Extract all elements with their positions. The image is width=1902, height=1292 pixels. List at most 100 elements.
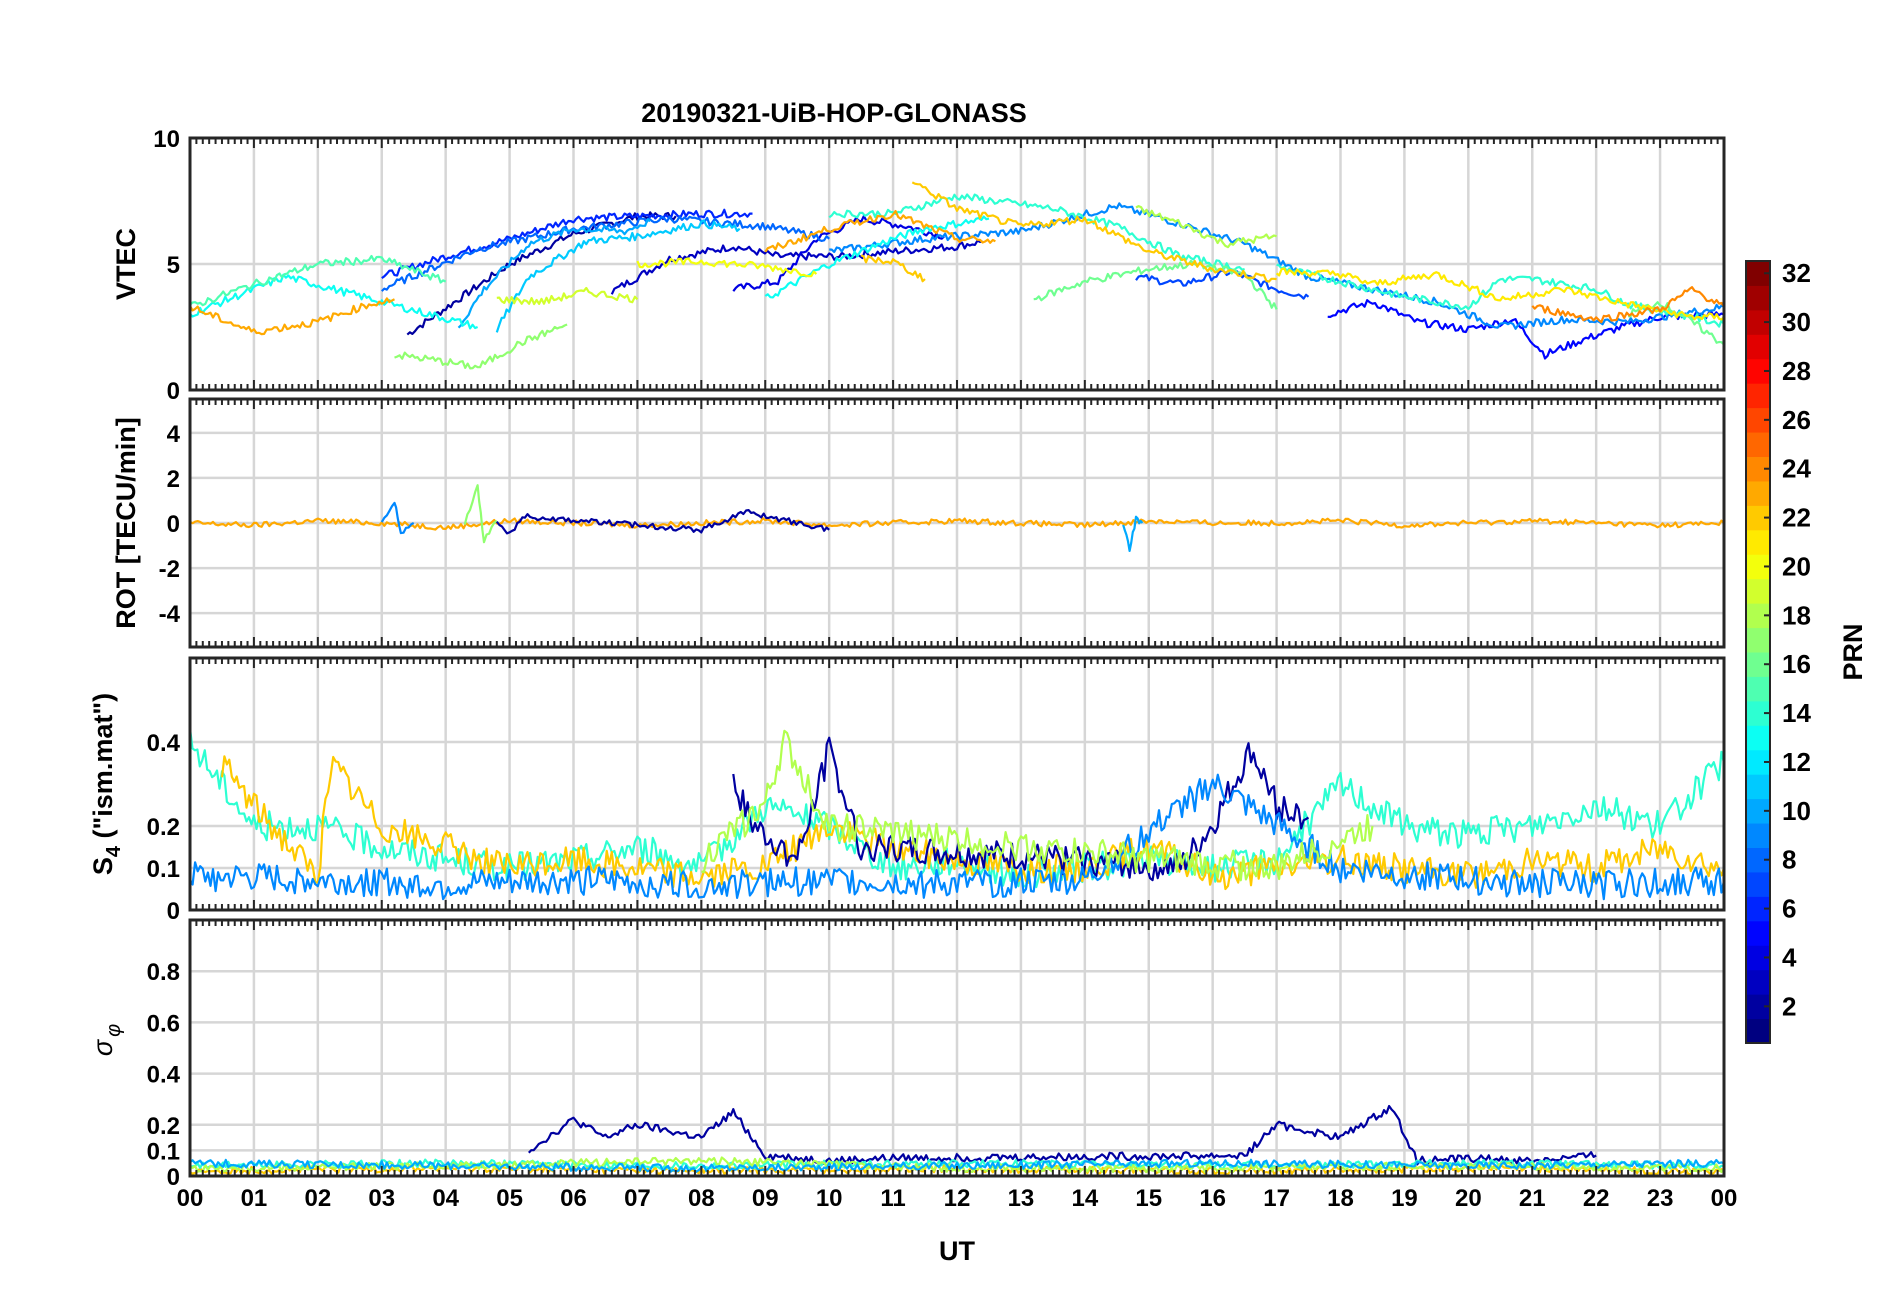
rot-ytick-label: -2 (159, 556, 180, 583)
x-tick-label: 03 (368, 1185, 395, 1212)
x-tick-label: 14 (1071, 1185, 1098, 1212)
s4-series-prn-9 (190, 773, 1724, 901)
colorbar-tick-label: 6 (1782, 894, 1796, 924)
sigma-ytick-label: 0.1 (147, 1138, 180, 1165)
colorbar-band (1746, 285, 1770, 311)
colorbar-band (1746, 676, 1770, 702)
colorbar-tick-label: 32 (1782, 258, 1811, 288)
colorbar-tick-label: 12 (1782, 747, 1811, 777)
sigma-ylabel-sub: φ (103, 1024, 125, 1037)
x-tick-label: 02 (304, 1185, 331, 1212)
colorbar-band (1746, 969, 1770, 995)
colorbar-tick-label: 2 (1782, 991, 1796, 1021)
rot-series-prn-17 (463, 484, 498, 544)
x-axis-ticks: 00 01 02 03 04 05 06 07 08 09 10 11 12 13 14 15 16 17 18 19… (177, 1185, 1738, 1212)
s4-axes-box (188, 656, 1726, 912)
colorbar-band (1746, 627, 1770, 653)
vtec-series-prn-15 (190, 254, 447, 307)
x-tick-label: 06 (560, 1185, 587, 1212)
panel-rot: -4 -2 0 2 4 ROT [TECU/min] (111, 397, 1726, 649)
colorbar-band (1746, 383, 1770, 409)
s4-ylabel-rest: ("ism.mat") (88, 693, 118, 846)
s4-series-prn-18 (701, 729, 1374, 882)
x-tick-label: 15 (1135, 1185, 1162, 1212)
figure-title: 20190321-UiB-HOP-GLONASS (641, 98, 1027, 128)
colorbar-band (1746, 725, 1770, 751)
colorbar-tick-label: 16 (1782, 649, 1811, 679)
colorbar-band (1746, 871, 1770, 897)
x-tick-label: 22 (1583, 1185, 1610, 1212)
s4-grid (190, 658, 1724, 910)
x-tick-label: 16 (1199, 1185, 1226, 1212)
x-tick-label: 08 (688, 1185, 715, 1212)
vtec-series-prn-21 (1275, 267, 1724, 321)
vtec-series-prn-14 (828, 193, 1245, 271)
vtec-series (190, 181, 1724, 370)
colorbar-band (1746, 432, 1770, 457)
sigma-ytick-label: 0 (167, 1164, 180, 1191)
colorbar-band (1746, 529, 1770, 555)
x-tick-label: 04 (432, 1185, 459, 1212)
colorbar-tick-label: 10 (1782, 796, 1811, 826)
vtec-series-prn-4 (732, 215, 945, 292)
colorbar-band (1746, 334, 1770, 360)
vtec-series-prn-2 (406, 211, 677, 336)
colorbar-tick-label: 14 (1782, 698, 1811, 728)
s4-ytick-label: 0.2 (147, 814, 180, 841)
vtec-series-prn-13 (190, 273, 479, 330)
rot-axes-box (188, 397, 1726, 649)
vtec-series-prn-16 (1033, 259, 1278, 310)
rot-ytick-label: 0 (167, 511, 180, 538)
vtec-series-prn-17 (394, 323, 568, 370)
vtec-series-prn-6 (381, 208, 753, 279)
vtec-series-prn-5 (1327, 299, 1724, 360)
vtec-grid (190, 138, 1724, 390)
colorbar-tick-label: 22 (1782, 503, 1811, 533)
x-tick-label: 00 (1711, 1185, 1738, 1212)
vtec-series-prn-23 (764, 210, 996, 253)
sigma-ytick-label: 0.2 (147, 1113, 180, 1140)
x-tick-label: 12 (944, 1185, 971, 1212)
x-tick-label: 18 (1327, 1185, 1354, 1212)
s4-ytick-label: 0.4 (147, 730, 181, 757)
colorbar-tick-label: 4 (1782, 942, 1797, 972)
x-tick-label: 11 (880, 1185, 905, 1212)
sigma-ylabel: σφ (88, 1024, 125, 1056)
s4-ytick-label: 0 (167, 898, 180, 925)
colorbar-band (1746, 578, 1770, 604)
colorbar-band (1746, 920, 1770, 946)
x-axis-label: UT (939, 1236, 975, 1266)
colorbar-tick-label: 30 (1782, 307, 1811, 337)
vtec-series-prn-22 (860, 254, 926, 283)
rot-series-prn-9 (380, 501, 415, 535)
rot-series-prn-2 (495, 509, 830, 535)
vtec-series-prn-20 (636, 257, 818, 278)
vtec-ytick-label: 5 (167, 252, 180, 279)
s4-ylabel: S4 ("ism.mat") (88, 693, 125, 875)
x-tick-label: 21 (1519, 1185, 1546, 1212)
colorbar-band (1746, 480, 1770, 506)
sigma-ylabel-main: σ (88, 1038, 118, 1056)
x-tick-label: 05 (496, 1185, 523, 1212)
x-tick-label: 01 (241, 1185, 268, 1212)
sigma-ytick-label: 0.8 (147, 959, 180, 986)
colorbar-tick-label: 18 (1782, 600, 1811, 630)
vtec-series-prn-22 (911, 181, 1277, 283)
colorbar-tick-label: 26 (1782, 405, 1811, 435)
x-tick-label: 20 (1455, 1185, 1482, 1212)
rot-ytick-label: -4 (159, 601, 181, 628)
sigma-grid (190, 920, 1724, 1176)
vtec-series-prn-10 (457, 218, 651, 329)
colorbar-tick-label: 28 (1782, 356, 1811, 386)
rot-series (190, 484, 1724, 552)
vtec-series-prn-24 (1531, 286, 1724, 324)
x-tick-label: 23 (1647, 1185, 1674, 1212)
s4-ytick-label: 0.1 (147, 856, 180, 883)
colorbar-tick-label: 8 (1782, 845, 1796, 875)
panel-sigma: 00.10.2 0.4 0.6 0.8 σφ (88, 918, 1726, 1191)
vtec-series-prn-9 (829, 202, 1724, 330)
rot-ytick-label: 4 (167, 421, 181, 448)
